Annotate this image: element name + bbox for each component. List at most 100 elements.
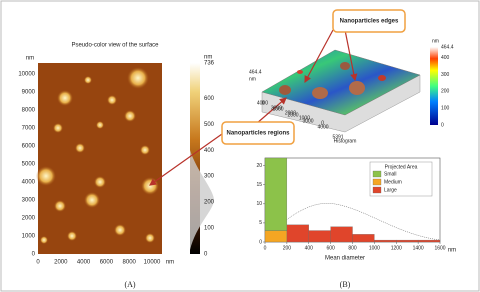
colorbar-label: 400	[204, 148, 215, 154]
y-tick-label: 1000	[22, 234, 36, 240]
y-tick-label: 0	[32, 252, 36, 258]
colorbar-label: 600	[204, 96, 215, 102]
y-tick-label: 9000	[22, 90, 36, 96]
z-max: 464.4	[249, 69, 262, 75]
y-tick-label: 15	[256, 182, 262, 188]
height-distribution	[190, 150, 214, 250]
colorbar-label: 300	[204, 174, 215, 180]
colorbar-label: 500	[204, 122, 215, 128]
colorbar	[190, 63, 200, 254]
colorbar-unit: nm	[432, 38, 439, 44]
x-tick-label: 1000	[272, 106, 283, 112]
caption: (B)	[340, 280, 351, 289]
y-tick-label: 0	[321, 120, 324, 126]
y-tick-label: 0	[259, 239, 262, 245]
y-tick-label: 20	[256, 163, 262, 169]
panel-title: Pseudo-color view of the surface	[71, 43, 159, 49]
y-tick-label: 10000	[18, 72, 35, 78]
y-tick-label: 7000	[22, 126, 36, 132]
colorbar-label: 0	[441, 122, 444, 128]
y-tick-label: 6000	[22, 144, 36, 150]
x-tick-label: 0	[36, 260, 40, 266]
arrow	[149, 133, 223, 186]
x-tick-label: 1600	[434, 245, 445, 251]
y-unit: nm	[26, 56, 34, 62]
bar	[396, 239, 419, 243]
colorbar-label: 464.4	[441, 44, 454, 50]
y-tick-label: 10	[256, 201, 262, 207]
bar	[264, 230, 288, 243]
x-tick-label: 5391	[332, 134, 343, 140]
callout-box	[221, 121, 295, 145]
y-tick-label: 8000	[22, 108, 36, 114]
fit-curve	[264, 203, 441, 241]
afm-image	[36, 63, 162, 254]
colorbar-label: 100	[441, 106, 450, 112]
x-tick-label: 1200	[391, 245, 402, 251]
bar	[417, 239, 441, 243]
y-tick-label: 5	[259, 220, 262, 226]
legend-title: Projected Area	[385, 164, 418, 170]
callout: Nanoparticles edges	[340, 19, 399, 25]
x-tick-label: 1000	[369, 245, 380, 251]
x-label: Mean diameter	[325, 256, 365, 262]
x-unit: nm	[166, 260, 174, 266]
caption: (A)	[124, 280, 135, 289]
y-tick-label: 3000	[271, 105, 282, 111]
bar	[264, 157, 288, 231]
legend-label: Small	[384, 171, 397, 177]
legend-swatch	[372, 178, 382, 186]
bar	[286, 224, 309, 243]
x-tick-label: 8000	[123, 260, 137, 266]
y-tick-label: 4000	[22, 180, 36, 186]
legend-label: Large	[384, 187, 397, 193]
x-tick-label: 600	[326, 245, 335, 251]
y-tick-label: 2000	[285, 110, 296, 116]
legend-swatch	[372, 170, 382, 178]
x-tick-label: 10000	[144, 260, 161, 266]
legend-swatch	[372, 186, 382, 194]
y-tick-label: 4000	[257, 100, 268, 106]
bar	[352, 234, 375, 243]
x-tick-label: 200	[283, 245, 292, 251]
x-tick-label: 6000	[100, 260, 114, 266]
colorbar-label: 300	[441, 72, 450, 78]
colorbar	[430, 47, 438, 125]
x-tick-label: 0	[264, 245, 267, 251]
colorbar-label: 200	[204, 200, 215, 206]
colorbar-unit: nm	[204, 55, 212, 61]
bar	[374, 239, 397, 243]
y-tick-label: 2000	[22, 216, 36, 222]
bar	[308, 230, 331, 243]
x-tick-label: 800	[348, 245, 357, 251]
x-tick-label: 4000	[317, 124, 328, 130]
callout-box	[332, 9, 406, 33]
x-tick-label: 1400	[413, 245, 424, 251]
z-unit: nm	[249, 76, 256, 82]
x-tick-label: 0	[262, 100, 265, 106]
legend-label: Medium	[384, 179, 402, 185]
arrow	[344, 29, 358, 82]
surface-title: Histogram	[334, 138, 357, 144]
y-tick-label: 5000	[22, 162, 36, 168]
callout: Nanoparticles regions	[226, 131, 290, 137]
y-tick-label: 3000	[22, 198, 36, 204]
colorbar-label: 100	[204, 226, 215, 232]
x-tick-label: 400	[305, 245, 314, 251]
colorbar-label: 400	[441, 55, 450, 61]
surface-3d	[261, 49, 421, 133]
x-tick-label: 3000	[302, 118, 313, 124]
colorbar-label: 200	[441, 89, 450, 95]
x-tick-label: 2000	[54, 260, 68, 266]
colorbar-label: 0	[204, 252, 208, 258]
arrow	[304, 29, 334, 84]
bar	[330, 226, 353, 243]
colorbar-label: 736	[204, 61, 215, 67]
x-tick-label: 2000	[287, 112, 298, 118]
y-tick-label: 1000	[299, 115, 310, 121]
x-unit: nm	[448, 248, 456, 254]
arrow	[255, 97, 287, 125]
